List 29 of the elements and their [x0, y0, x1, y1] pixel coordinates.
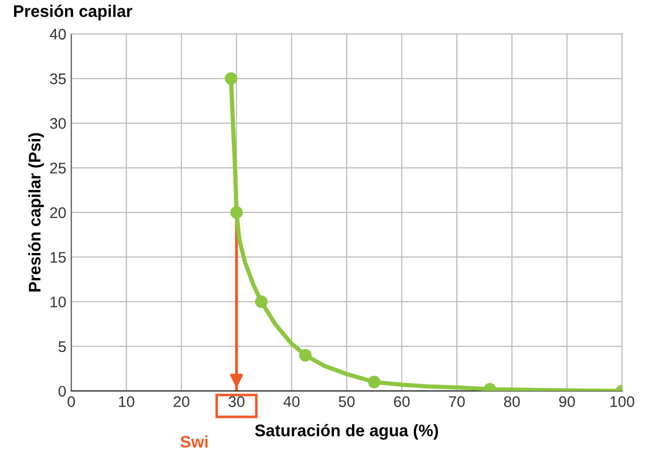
y-tick-label: 40 — [50, 28, 66, 40]
point — [230, 206, 243, 219]
y-tick-label: 0 — [58, 386, 66, 397]
y-tick-label: 30 — [50, 118, 66, 129]
x-tick-label: 60 — [394, 396, 410, 408]
x-tick-label: 40 — [283, 396, 300, 408]
x-axis-title: Saturación de agua (%) — [255, 424, 438, 440]
point — [224, 72, 238, 85]
x-tick-label: 20 — [174, 396, 190, 408]
y-axis-title: Presión capilar (Psi) — [28, 133, 44, 292]
y-tick-label: 35 — [50, 73, 66, 84]
x-tick-label: 10 — [119, 396, 134, 408]
x-tick-label: 70 — [449, 396, 465, 408]
x-tick-label: 0 — [68, 396, 75, 408]
x-tick-label: 100 — [610, 396, 634, 408]
x-tick-label: 50 — [338, 396, 355, 408]
x-tick-label: 30 — [228, 396, 244, 408]
y-tick-label: 25 — [50, 162, 66, 174]
y-tick-label: 20 — [50, 207, 66, 218]
ref-line-label: Swi — [180, 435, 208, 448]
chart-title: Presión capilar — [14, 4, 132, 20]
x-tick-label: 90 — [559, 396, 575, 408]
point — [368, 376, 380, 388]
x-tick-label: 80 — [504, 396, 520, 408]
point — [255, 295, 268, 308]
point — [299, 349, 312, 362]
y-tick-label: 15 — [50, 252, 66, 263]
y-tick-label: 10 — [50, 296, 66, 308]
y-tick-label: 5 — [58, 341, 66, 352]
